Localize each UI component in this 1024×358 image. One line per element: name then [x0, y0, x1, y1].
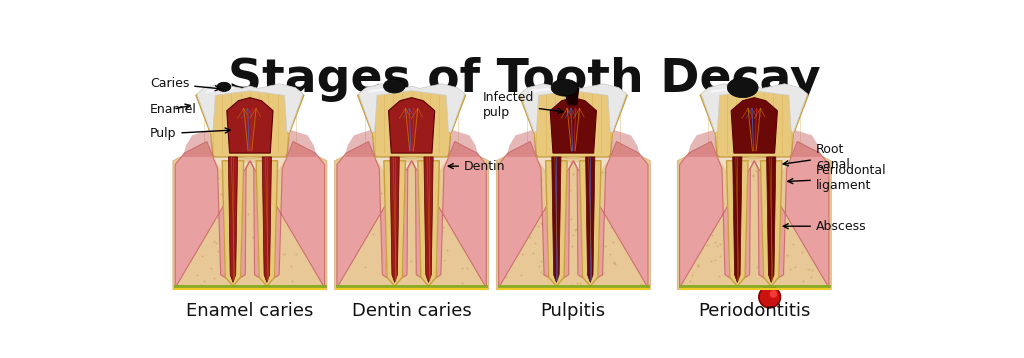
Text: Stages of Tooth Decay: Stages of Tooth Decay [228, 57, 821, 102]
Polygon shape [373, 151, 410, 280]
Polygon shape [357, 85, 466, 157]
Text: Abscess: Abscess [783, 220, 866, 233]
Polygon shape [687, 130, 720, 157]
Circle shape [759, 286, 780, 308]
Polygon shape [727, 161, 749, 286]
Polygon shape [424, 157, 433, 282]
Polygon shape [196, 85, 304, 157]
Polygon shape [228, 157, 238, 282]
Text: Dentin: Dentin [449, 160, 506, 173]
Polygon shape [335, 153, 488, 289]
Polygon shape [358, 84, 465, 132]
Polygon shape [418, 161, 439, 286]
Polygon shape [285, 130, 316, 157]
Text: Periodontitis: Periodontitis [698, 302, 810, 320]
Text: Root
canal: Root canal [783, 143, 850, 171]
Polygon shape [262, 157, 271, 282]
Polygon shape [573, 141, 648, 288]
Polygon shape [497, 153, 650, 289]
Polygon shape [388, 98, 435, 153]
Polygon shape [412, 141, 486, 288]
Ellipse shape [384, 79, 406, 93]
Polygon shape [252, 151, 289, 280]
Polygon shape [586, 157, 595, 282]
Polygon shape [767, 157, 776, 282]
Polygon shape [550, 98, 596, 153]
Text: Periodontal
ligament: Periodontal ligament [787, 164, 887, 193]
Polygon shape [175, 141, 250, 288]
Polygon shape [519, 85, 628, 157]
Polygon shape [546, 161, 567, 286]
Polygon shape [211, 151, 248, 280]
Polygon shape [580, 161, 601, 286]
Ellipse shape [217, 82, 230, 92]
Polygon shape [755, 141, 829, 288]
Polygon shape [529, 87, 559, 93]
Polygon shape [206, 87, 236, 93]
Polygon shape [677, 153, 831, 289]
Polygon shape [222, 161, 244, 286]
Polygon shape [446, 130, 478, 157]
Polygon shape [535, 151, 571, 280]
Polygon shape [390, 157, 399, 282]
Polygon shape [575, 151, 611, 280]
Polygon shape [345, 130, 377, 157]
Polygon shape [183, 130, 215, 157]
Polygon shape [506, 130, 539, 157]
Text: Enamel caries: Enamel caries [186, 302, 313, 320]
Polygon shape [552, 157, 561, 282]
Polygon shape [384, 161, 406, 286]
Polygon shape [520, 84, 627, 132]
Ellipse shape [727, 78, 758, 98]
Polygon shape [368, 87, 397, 93]
Polygon shape [761, 161, 782, 286]
Polygon shape [757, 151, 793, 280]
Polygon shape [337, 141, 412, 288]
Polygon shape [731, 98, 777, 153]
Polygon shape [680, 141, 755, 288]
Polygon shape [414, 151, 451, 280]
Polygon shape [226, 98, 273, 153]
Polygon shape [733, 157, 742, 282]
Text: Caries: Caries [150, 77, 220, 91]
Text: Pulpitis: Pulpitis [541, 302, 606, 320]
Polygon shape [197, 84, 303, 132]
Polygon shape [173, 153, 327, 289]
Polygon shape [701, 84, 807, 132]
Polygon shape [711, 87, 739, 93]
Ellipse shape [551, 79, 579, 96]
Circle shape [770, 290, 777, 298]
Polygon shape [608, 130, 640, 157]
Text: Dentin caries: Dentin caries [351, 302, 471, 320]
Text: Pulp: Pulp [150, 127, 230, 140]
Polygon shape [700, 85, 808, 157]
Text: Infected
pulp: Infected pulp [482, 91, 563, 118]
Polygon shape [256, 161, 278, 286]
Polygon shape [788, 130, 821, 157]
Polygon shape [564, 88, 580, 105]
Polygon shape [250, 141, 325, 288]
Text: Enamel: Enamel [150, 103, 197, 116]
Polygon shape [499, 141, 573, 288]
Polygon shape [716, 151, 752, 280]
